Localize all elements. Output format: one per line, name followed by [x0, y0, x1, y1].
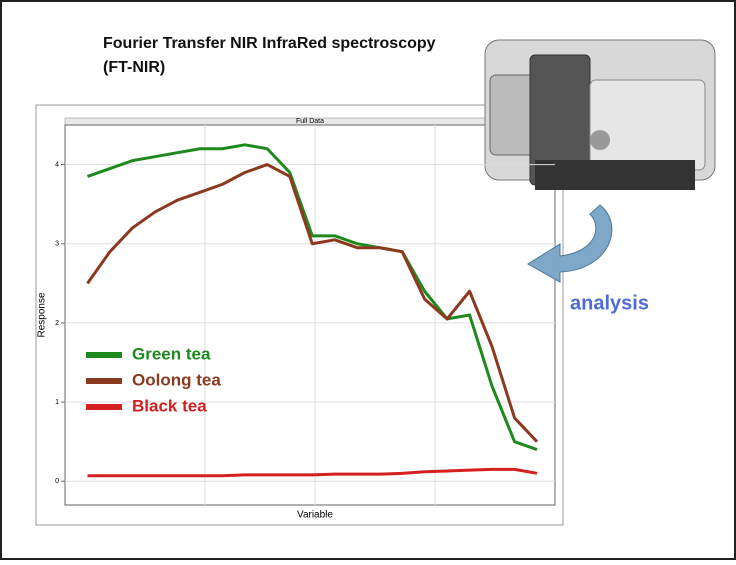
- slide-subtitle: (FT-NIR): [103, 59, 165, 76]
- panel-title: Full Data: [296, 118, 324, 125]
- y-tick-label: 4: [55, 161, 59, 168]
- x-axis-label: Variable: [297, 510, 333, 521]
- y-tick-label: 3: [55, 241, 59, 248]
- y-tick-label: 1: [55, 399, 59, 406]
- series-line: [86, 163, 539, 443]
- legend-label: Oolong tea: [132, 370, 221, 389]
- plot-area: [64, 124, 556, 506]
- instrument: [484, 39, 716, 190]
- series-line: [86, 143, 538, 451]
- series-line: [87, 467, 538, 478]
- y-tick-label: 2: [55, 320, 59, 327]
- legend-label: Black tea: [132, 396, 207, 415]
- slide-title: Fourier Transfer NIR InfraRed spectrosco…: [103, 35, 436, 52]
- arrow: [527, 204, 613, 283]
- chart-frame: [35, 104, 564, 526]
- y-axis-label: Response: [37, 292, 48, 337]
- annotation: analysis: [570, 292, 649, 314]
- y-tick-label: 0: [55, 478, 59, 485]
- legend-label: Green tea: [132, 344, 211, 363]
